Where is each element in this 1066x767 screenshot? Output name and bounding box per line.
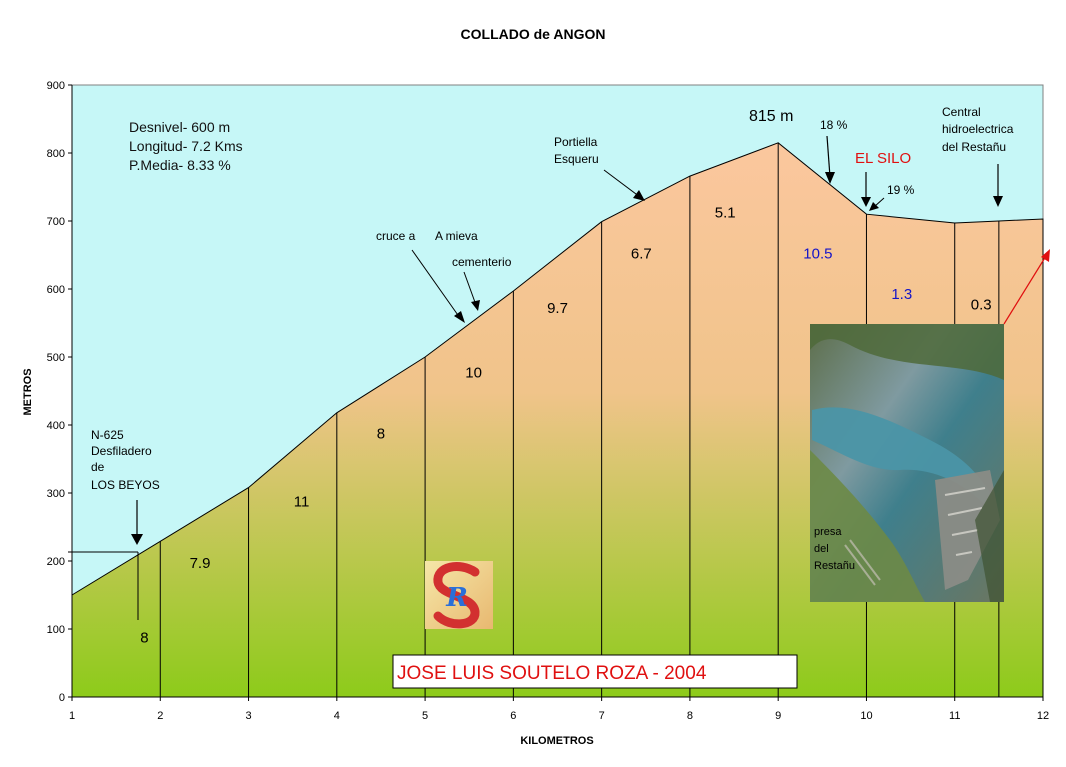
gradient-label-1: 8: [140, 630, 148, 647]
x-axis-ticks: 1 2 3 4 5 6 7 8 9 10 11 12: [69, 697, 1049, 722]
start-annotation: N-625 Desfiladero de LOS BEYOS: [68, 428, 160, 620]
x-tick-label-2: 2: [157, 710, 163, 722]
cementerio-label: cementerio: [452, 255, 512, 269]
gradient-label-4: 8: [377, 426, 385, 443]
gradient-label-10: 1.3: [891, 286, 912, 303]
x-tick-label-7: 7: [599, 710, 605, 722]
gradient-label-5: 10: [465, 364, 482, 381]
x-tick-label-8: 8: [687, 710, 693, 722]
central-annotation: Central hidroelectrica del Restañu: [942, 105, 1014, 207]
gradient-label-8: 5.1: [715, 205, 736, 222]
stat-desnivel: Desnivel- 600 m: [129, 119, 230, 135]
cementerio-arrowhead: [471, 300, 480, 311]
photo-caption-2: del: [814, 543, 829, 555]
central-arrowhead: [993, 196, 1003, 207]
y-tick-label-700: 700: [47, 216, 65, 228]
x-tick-label-3: 3: [245, 710, 251, 722]
portiella-arrowhead: [633, 190, 645, 201]
portiella-line-1: Portiella: [554, 135, 598, 149]
summit-annotation: 815 m 18 % EL SILO 19 %: [749, 108, 915, 211]
y-tick-label-0: 0: [59, 692, 65, 704]
start-line-2: Desfiladero: [91, 444, 152, 458]
gradient-label-11: 0.3: [971, 296, 992, 313]
stat-longitud: Longitud- 7.2 Kms: [129, 138, 243, 154]
stats-text: Desnivel- 600 m Longitud- 7.2 Kms P.Medi…: [129, 119, 243, 173]
sr-logo: R: [425, 561, 493, 629]
cruce-arrowhead: [454, 311, 465, 323]
cruce-arrow: [411, 249, 461, 319]
photo-caption-3: Restañu: [814, 560, 855, 572]
axes: [71, 85, 1043, 698]
start-line-1: N-625: [91, 428, 124, 442]
mieva-label: A mieva: [435, 229, 478, 243]
x-tick-label-11: 11: [949, 710, 960, 722]
y-tick-label-900: 900: [47, 80, 65, 92]
cementerio-arrow: [463, 271, 477, 306]
silo-label: EL SILO: [855, 150, 911, 167]
photo-caption-1: presa: [814, 526, 842, 538]
logo-letter: R: [445, 583, 468, 613]
central-line-1: Central: [942, 105, 981, 119]
y-tick-label-800: 800: [47, 148, 65, 160]
pct19-arrowhead: [869, 202, 879, 211]
silo-arrowhead: [861, 197, 871, 207]
x-tick-label-9: 9: [775, 710, 781, 722]
x-tick-label-10: 10: [860, 710, 872, 722]
elevation-area: [71, 142, 1044, 698]
x-tick-label-6: 6: [510, 710, 516, 722]
dam-photo: presa del Restañu: [810, 249, 1050, 602]
pct18-arrow: [826, 135, 831, 178]
x-tick-label-12: 12: [1037, 710, 1049, 722]
portiella-annotation: Portiella Esqueru: [554, 135, 645, 201]
x-tick-label-1: 1: [69, 710, 75, 722]
photo-pointer-arrowhead: [1041, 249, 1050, 262]
pct18-label: 18 %: [820, 118, 848, 132]
segment-lines: [159, 142, 1000, 697]
y-tick-label-600: 600: [47, 284, 65, 296]
stat-media: P.Media- 8.33 %: [129, 157, 231, 173]
y-tick-label-400: 400: [47, 420, 65, 432]
gradient-label-3: 11: [294, 494, 310, 511]
x-axis-title: KILOMETROS: [520, 735, 593, 747]
cruce-label: cruce a: [376, 229, 416, 243]
gradient-label-2: 7.9: [190, 555, 211, 572]
gradient-label-9: 10.5: [803, 245, 832, 262]
y-tick-label-200: 200: [47, 556, 65, 568]
start-arrowhead: [131, 534, 143, 545]
photo-pointer-line: [1003, 255, 1047, 325]
summit-label: 815 m: [749, 108, 793, 125]
pct19-label: 19 %: [887, 183, 915, 197]
central-line-3: del Restañu: [942, 140, 1006, 154]
y-tick-label-300: 300: [47, 488, 65, 500]
credit-box: JOSE LUIS SOUTELO ROZA - 2004: [392, 654, 798, 689]
chart-title: COLLADO de ANGON: [461, 26, 606, 42]
x-tick-label-5: 5: [422, 710, 428, 722]
y-tick-label-500: 500: [47, 352, 65, 364]
central-line-2: hidroelectrica: [942, 122, 1014, 136]
gradient-label-7: 6.7: [631, 245, 652, 262]
y-axis-title: METROS: [22, 368, 34, 415]
y-tick-label-100: 100: [47, 624, 65, 636]
portiella-line-2: Esqueru: [554, 152, 599, 166]
portiella-arrow: [603, 169, 641, 198]
gradient-label-6: 9.7: [547, 300, 568, 317]
start-line-4: LOS BEYOS: [91, 478, 160, 492]
pct18-arrowhead: [825, 172, 835, 184]
cruce-annotation: cruce a A mieva cementerio: [376, 229, 512, 323]
x-tick-label-4: 4: [334, 710, 340, 722]
y-axis-ticks: 0 100 200 300 400 500 600 700 800 900: [47, 80, 72, 704]
credit-text: JOSE LUIS SOUTELO ROZA - 2004: [397, 663, 707, 684]
gradient-labels: 8 7.9 11 8 10 9.7 6.7 5.1 10.5 1.3 0.3: [140, 205, 991, 647]
start-line-3: de: [91, 460, 105, 474]
